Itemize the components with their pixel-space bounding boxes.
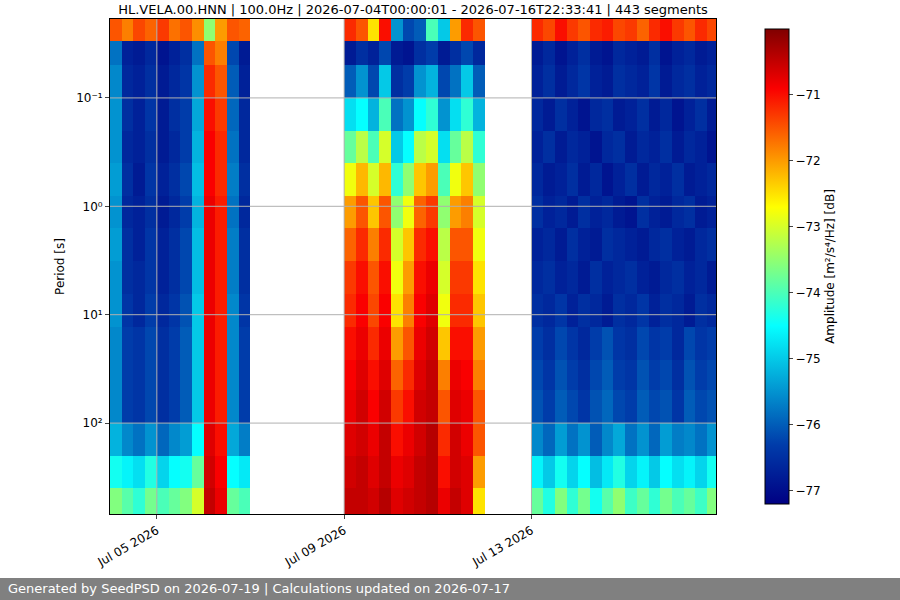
svg-text:Jul 05 2026: Jul 05 2026 xyxy=(95,523,162,570)
svg-text:HL.VELA.00.HNN | 100.0Hz | 202: HL.VELA.00.HNN | 100.0Hz | 2026-07-04T00… xyxy=(118,2,708,17)
svg-text:Jul 09 2026: Jul 09 2026 xyxy=(282,523,349,570)
svg-text:10⁻¹: 10⁻¹ xyxy=(76,91,103,105)
svg-text:−73: −73 xyxy=(795,220,820,234)
svg-text:10²: 10² xyxy=(83,416,103,430)
svg-text:Period [s]: Period [s] xyxy=(53,238,67,295)
svg-text:−72: −72 xyxy=(795,154,820,168)
svg-text:Jul 13 2026: Jul 13 2026 xyxy=(469,523,536,570)
svg-text:10⁰: 10⁰ xyxy=(83,200,103,214)
svg-text:−71: −71 xyxy=(795,88,820,102)
svg-text:−74: −74 xyxy=(795,286,820,300)
svg-text:−77: −77 xyxy=(795,484,820,498)
svg-text:−76: −76 xyxy=(795,418,820,432)
svg-text:Amplitude [m²/s⁴/Hz] [dB]: Amplitude [m²/s⁴/Hz] [dB] xyxy=(823,189,837,344)
svg-text:10¹: 10¹ xyxy=(83,308,103,322)
svg-text:−75: −75 xyxy=(795,352,820,366)
html-text:Generated by SeedPSD on 2026-0: Generated by SeedPSD on 2026-07-19 | Cal… xyxy=(8,581,510,596)
